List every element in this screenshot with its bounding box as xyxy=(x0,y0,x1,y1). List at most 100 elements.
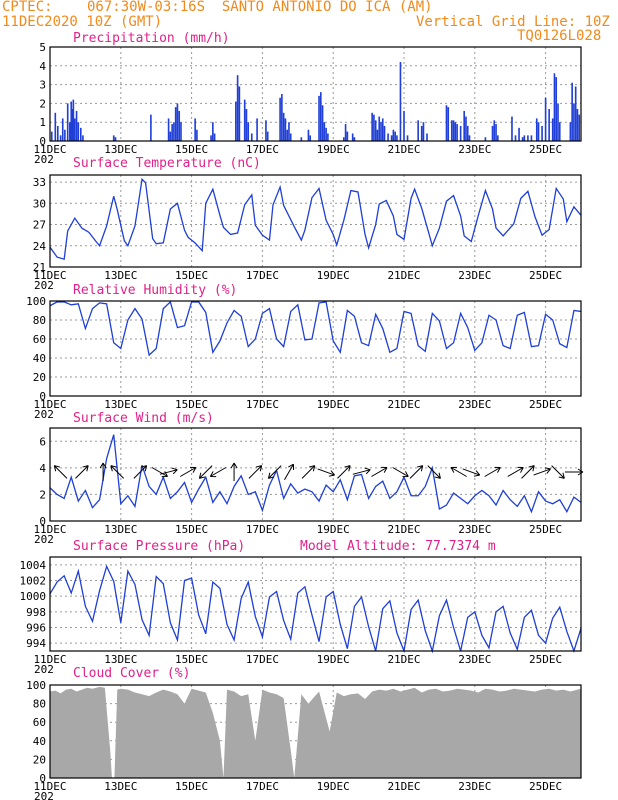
x-tick-label: 17DEC xyxy=(246,523,279,536)
x-year-stub: 202 xyxy=(34,790,54,800)
arrow-shaft xyxy=(151,467,168,477)
x-year-stub: 202 xyxy=(34,153,54,166)
precip-bar xyxy=(286,129,288,141)
wind-direction-arrow xyxy=(301,465,316,479)
precip-bar xyxy=(73,118,76,141)
precip-bar xyxy=(576,109,579,141)
x-tick-label: 13DEC xyxy=(104,398,137,411)
precip-bar xyxy=(450,120,453,141)
x-tick-label: 21DEC xyxy=(387,143,420,156)
precip-bar xyxy=(459,125,462,141)
y-tick-label: 0 xyxy=(39,515,46,528)
precip-bar xyxy=(250,133,253,141)
precip-bar xyxy=(544,97,547,141)
precip-bar xyxy=(496,135,499,141)
x-tick-label: 19DEC xyxy=(317,269,350,282)
precip-bar xyxy=(213,133,216,141)
arrow-head xyxy=(309,465,316,472)
precip-bar xyxy=(343,137,345,141)
x-tick-label: 19DEC xyxy=(317,780,350,793)
precip-bar xyxy=(238,86,241,141)
precip-bar xyxy=(541,125,543,141)
precipitation-title: Precipitation (mm/h) xyxy=(73,31,230,46)
humidity-title: Relative Humidity (%) xyxy=(73,283,237,298)
precip-bar xyxy=(150,114,152,141)
arrow-head xyxy=(450,466,457,473)
precip-bar xyxy=(373,114,375,141)
y-tick-label: 998 xyxy=(26,606,46,619)
x-tick-label: 13DEC xyxy=(104,269,137,282)
y-tick-label: 5 xyxy=(39,41,46,54)
x-tick-label: 11DEC xyxy=(33,780,66,793)
precip-bar xyxy=(318,95,320,141)
precip-bar xyxy=(346,131,349,141)
x-tick-label: 17DEC xyxy=(246,398,279,411)
precip-bar xyxy=(56,125,59,141)
x-tick-label: 21DEC xyxy=(387,780,420,793)
x-tick-label: 15DEC xyxy=(175,523,208,536)
precip-bar xyxy=(64,129,66,141)
y-tick-label: 3 xyxy=(39,79,46,92)
precip-bar xyxy=(452,120,455,141)
y-tick-label: 80 xyxy=(33,698,46,711)
precip-bar xyxy=(378,116,381,141)
arrow-head xyxy=(434,472,441,479)
wind-panel: Surface Wind (m/s) 0 2 4 6 11DEC 13DEC 15DEC 17… xyxy=(33,411,584,546)
precip-bar xyxy=(212,122,214,141)
precip-bar xyxy=(178,110,181,141)
x-tick-label: 15DEC xyxy=(175,143,208,156)
x-tick-label: 11DEC xyxy=(33,398,66,411)
precip-bar xyxy=(169,131,172,141)
cloud-cover-area xyxy=(50,686,581,778)
precip-bar xyxy=(530,135,533,141)
wind-direction-arrow xyxy=(180,466,197,477)
arrow-shaft xyxy=(133,465,147,479)
precip-bar xyxy=(557,103,559,141)
arrow-shaft xyxy=(392,467,409,477)
precip-bar xyxy=(194,118,196,141)
wind-direction-arrow xyxy=(564,468,584,476)
precip-bar xyxy=(196,129,198,141)
wind-direction-arrow xyxy=(248,465,263,479)
precip-bar xyxy=(69,122,71,141)
y-tick-label: 20 xyxy=(33,753,46,766)
arrow-shaft xyxy=(210,467,227,477)
y-tick-label: 100 xyxy=(26,679,46,692)
y-tick-label: 994 xyxy=(26,637,46,650)
y-tick-label: 6 xyxy=(39,435,46,448)
arrow-head xyxy=(473,470,481,477)
precip-bar xyxy=(535,118,538,141)
arrow-head xyxy=(517,466,524,473)
precip-bar xyxy=(284,118,287,141)
arrow-head xyxy=(140,465,148,472)
precip-bar xyxy=(309,135,312,141)
arrow-head xyxy=(99,462,107,469)
x-tick-label: 23DEC xyxy=(458,653,491,666)
x-tick-label: 13DEC xyxy=(104,780,137,793)
x-tick-label: 13DEC xyxy=(104,653,137,666)
precip-bar xyxy=(247,122,250,141)
arrow-shaft xyxy=(317,468,335,476)
x-tick-label: 13DEC xyxy=(104,523,137,536)
y-tick-label: 1004 xyxy=(20,559,47,572)
precip-bar xyxy=(376,129,379,141)
x-tick-label: 17DEC xyxy=(246,269,279,282)
wind-direction-arrow xyxy=(392,467,409,478)
temperature-title: Surface Temperature (nC) xyxy=(73,156,261,171)
y-tick-label: 60 xyxy=(33,333,46,346)
x-year-stub: 202 xyxy=(34,533,54,546)
y-tick-label: 60 xyxy=(33,716,46,729)
precip-bar xyxy=(553,73,556,141)
precip-bar xyxy=(319,92,322,141)
precip-bar xyxy=(447,107,450,141)
pres-series-line xyxy=(49,564,582,654)
arrow-shaft xyxy=(371,467,388,477)
header-source: CPTEC: xyxy=(2,0,53,15)
panel-frame xyxy=(49,174,582,268)
precip-bar xyxy=(387,133,389,141)
precip-bar xyxy=(50,131,53,141)
precip-bar xyxy=(245,109,248,141)
arrow-shaft xyxy=(409,465,424,479)
x-tick-label: 13DEC xyxy=(104,143,137,156)
wind-direction-arrow xyxy=(53,465,68,479)
